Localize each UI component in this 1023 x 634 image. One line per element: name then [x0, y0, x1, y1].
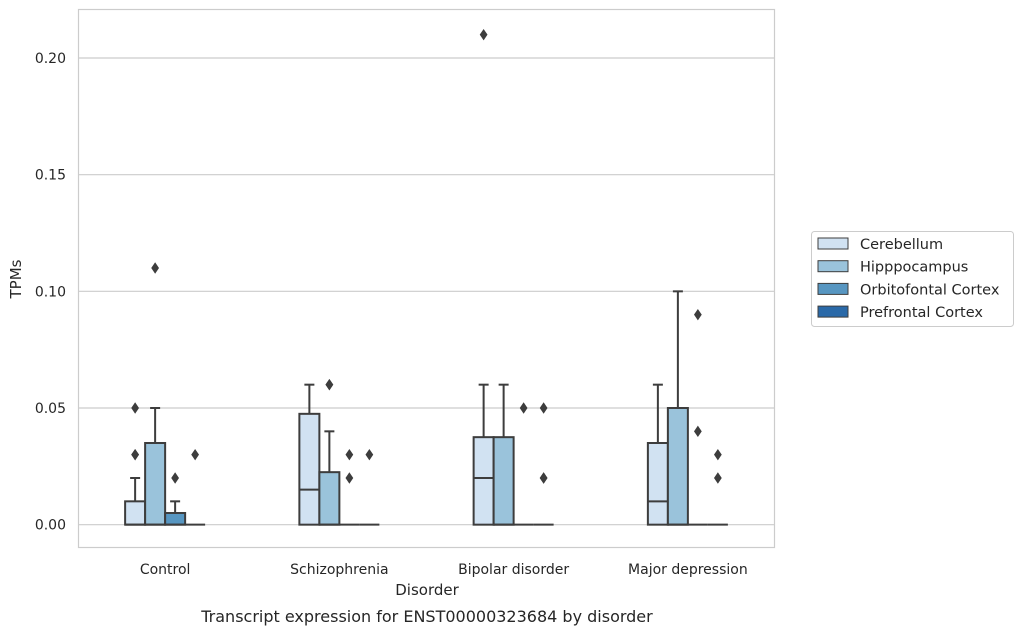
outlier-point [345, 472, 354, 484]
box-body [472, 436, 495, 526]
outlier-point [539, 402, 548, 414]
y-tick-label: 0.10 [35, 284, 66, 300]
legend-frame [811, 231, 1014, 327]
box-2-2 [513, 402, 534, 526]
box-body [164, 512, 187, 526]
outlier-point [151, 262, 160, 274]
x-tick-label: Bipolar disorder [458, 562, 569, 578]
box-body [646, 442, 669, 526]
legend-label: Hipppocampus [860, 260, 968, 276]
box-3-0 [185, 448, 206, 526]
box-3-1 [359, 448, 380, 526]
x-tick-label: Major depression [628, 562, 748, 578]
legend-label: Orbitofontal Cortex [860, 282, 1000, 298]
box-body [144, 442, 167, 526]
box-0-1 [298, 383, 321, 526]
legend-swatch [817, 237, 849, 250]
outlier-point [131, 402, 140, 414]
box-2-3 [687, 308, 708, 526]
box-1-2 [492, 383, 515, 526]
y-tick-labels: 0.00 0.05 0.10 0.15 0.20 [35, 51, 66, 534]
x-tick-labels: Control Schizophrenia Bipolar disorder Majo… [140, 562, 748, 578]
box-body [318, 471, 341, 526]
box-2-0 [164, 472, 187, 526]
outlier-point [713, 448, 722, 461]
outlier-point [519, 402, 528, 414]
box-body [666, 407, 689, 526]
outlier-point [539, 472, 548, 484]
box-0-3 [646, 383, 669, 526]
legend-swatch [817, 260, 849, 273]
x-axis-title: Disorder [395, 581, 459, 599]
outlier-point [713, 472, 722, 484]
y-tick-label: 0.20 [35, 51, 66, 67]
box-0-2 [472, 28, 495, 526]
outlier-point [693, 308, 702, 321]
box-3-3 [707, 448, 728, 526]
box-marks [124, 28, 728, 526]
x-tick-label: Schizophrenia [290, 562, 388, 578]
outlier-point [365, 448, 374, 461]
outlier-point [345, 448, 354, 461]
box-body [124, 500, 147, 526]
outlier-point [479, 28, 488, 41]
x-tick-label: Control [140, 562, 191, 578]
plot-area-frame [77, 8, 776, 549]
outlier-point [693, 425, 702, 438]
outlier-point [325, 378, 334, 391]
legend-swatch [817, 282, 849, 295]
box-body [492, 436, 515, 526]
outlier-point [171, 472, 180, 484]
chart-caption: Transcript expression for ENST0000032368… [200, 607, 653, 626]
legend-swatch [817, 305, 849, 318]
box-2-1 [339, 448, 360, 526]
box-1-0 [144, 262, 167, 526]
box-body [298, 412, 321, 526]
y-tick-label: 0.15 [35, 168, 66, 184]
legend-label: Cerebellum [860, 237, 943, 253]
box-0-0 [124, 402, 147, 526]
y-tick-label: 0.05 [35, 401, 66, 417]
box-3-2 [533, 402, 554, 526]
y-tick-label: 0.00 [35, 518, 66, 534]
box-1-1 [318, 378, 341, 526]
y-axis-title: TPMs [7, 259, 25, 299]
outlier-point [131, 448, 140, 461]
outlier-point [191, 448, 200, 461]
legend: Cerebellum Hipppocampus Orbitofontal Corte… [811, 231, 1014, 327]
legend-label: Prefrontal Cortex [860, 305, 983, 321]
box-1-3 [666, 290, 689, 526]
